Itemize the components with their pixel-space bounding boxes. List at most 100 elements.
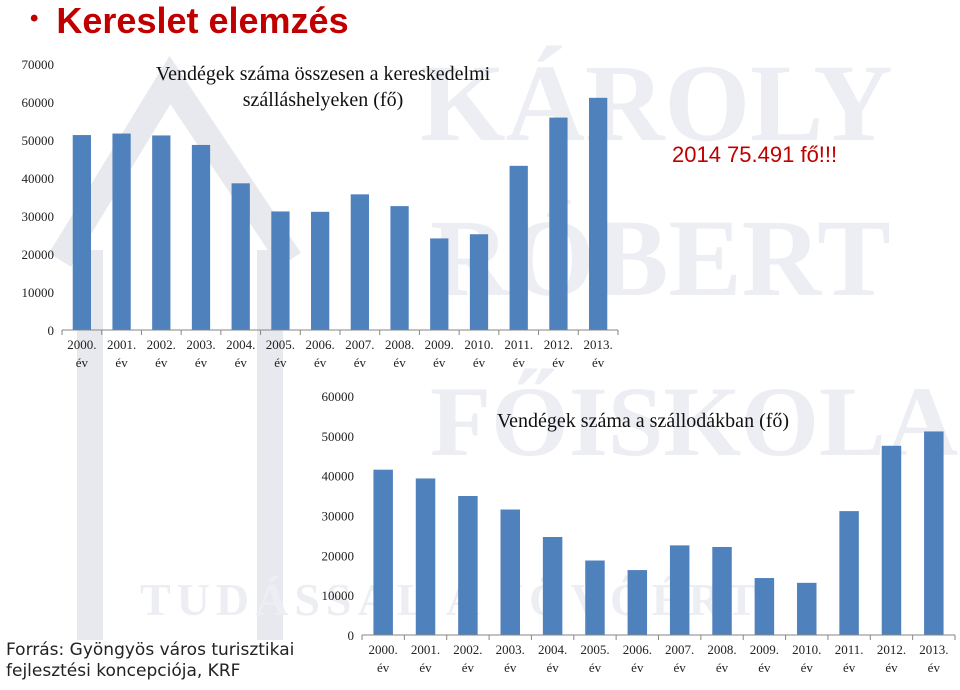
bar-2007 [350, 194, 369, 330]
x-tick-label-unit: év [76, 355, 89, 370]
x-tick-label: 2003. [496, 642, 525, 657]
x-tick-label: 2005. [580, 642, 609, 657]
bar-2010 [469, 234, 489, 330]
x-tick-label-unit: év [377, 660, 390, 675]
bar-2013 [924, 431, 944, 635]
y-tick-label: 50000 [22, 133, 55, 148]
x-tick-label: 2007. [345, 337, 374, 352]
bar-2011 [839, 511, 859, 635]
bar-2003 [191, 144, 211, 330]
x-tick-label: 2013. [919, 642, 948, 657]
bar-2008 [712, 546, 732, 635]
bar-2000 [72, 135, 91, 330]
chart-title: Vendégek száma összesen a kereskedelmi [156, 63, 491, 85]
x-tick-label-unit: év [716, 660, 729, 675]
x-tick-label-unit: év [674, 660, 687, 675]
bar-2013 [589, 97, 608, 330]
y-tick-label: 10000 [322, 588, 355, 603]
x-tick-label-unit: év [589, 660, 602, 675]
x-tick-label-unit: év [592, 355, 605, 370]
x-tick-label: 2000. [369, 642, 398, 657]
bar-2001 [112, 133, 131, 330]
x-tick-label: 2002. [147, 337, 176, 352]
bar-2005 [585, 560, 605, 635]
x-tick-label-unit: év [314, 355, 327, 370]
source-note: Forrás: Gyöngyös város turisztikai fejle… [6, 640, 295, 681]
highlight-2014: 2014 75.491 fő!!! [672, 142, 838, 167]
chart-title: szálláshelyeken (fő) [243, 89, 403, 111]
x-tick-label-unit: év [504, 660, 517, 675]
y-tick-label: 20000 [322, 548, 355, 563]
slide-title-text: Kereslet elemzés [56, 0, 349, 41]
y-tick-label: 40000 [22, 171, 55, 186]
bar-2002 [458, 495, 478, 635]
x-tick-label-unit: év [274, 355, 287, 370]
x-tick-label-unit: év [513, 355, 526, 370]
x-tick-label-unit: év [631, 660, 644, 675]
bar-2011 [509, 165, 528, 330]
x-tick-label-unit: év [928, 660, 941, 675]
x-tick-label-unit: év [462, 660, 475, 675]
x-tick-label-unit: év [546, 660, 559, 675]
bar-2002 [152, 135, 171, 330]
x-tick-label-unit: év [155, 355, 168, 370]
x-tick-label-unit: év [473, 355, 486, 370]
chart-title: Vendégek száma a szállodákban (fő) [497, 410, 789, 432]
x-tick-label-unit: év [115, 355, 128, 370]
x-tick-label-unit: év [419, 660, 432, 675]
x-tick-label-unit: év [195, 355, 208, 370]
x-tick-label-unit: év [393, 355, 406, 370]
x-tick-label: 2011. [835, 642, 864, 657]
y-tick-label: 60000 [322, 389, 355, 404]
x-tick-label-unit: év [758, 660, 771, 675]
bar-2010 [797, 582, 817, 635]
x-tick-label: 2004. [226, 337, 255, 352]
svg-text:TUDÁSSAL A JÖVŐÉRT: TUDÁSSAL A JÖVŐÉRT [140, 574, 763, 625]
bar-2009 [430, 238, 449, 330]
bar-2012 [881, 445, 902, 635]
bar-2004 [231, 183, 250, 330]
x-tick-label: 2003. [186, 337, 215, 352]
bar-2004 [542, 537, 563, 635]
bar-2005 [271, 211, 290, 330]
x-tick-label: 2011. [504, 337, 533, 352]
y-tick-label: 0 [48, 323, 55, 338]
y-tick-label: 0 [348, 628, 355, 643]
x-tick-label: 2010. [792, 642, 821, 657]
x-tick-label: 2004. [538, 642, 567, 657]
svg-text:KÁROLY: KÁROLY [420, 42, 893, 164]
bar-2006 [627, 570, 648, 635]
x-tick-label-unit: év [885, 660, 898, 675]
x-tick-label: 2012. [544, 337, 573, 352]
y-tick-label: 70000 [22, 57, 55, 72]
x-tick-label: 2006. [306, 337, 335, 352]
bar-2008 [390, 206, 409, 330]
bar-2003 [500, 509, 520, 635]
x-tick-label: 2010. [464, 337, 493, 352]
x-tick-label-unit: év [433, 355, 446, 370]
svg-text:FŐISKOLA: FŐISKOLA [430, 366, 958, 477]
bar-2001 [415, 478, 436, 635]
bar-2007 [669, 545, 690, 635]
x-tick-label: 2009. [425, 337, 454, 352]
bullet-icon: • [30, 5, 39, 32]
bar-2000 [373, 469, 393, 635]
x-tick-label: 2001. [107, 337, 136, 352]
x-tick-label: 2013. [584, 337, 613, 352]
x-tick-label: 2007. [665, 642, 694, 657]
x-tick-label-unit: év [235, 355, 248, 370]
y-tick-label: 10000 [22, 285, 55, 300]
x-tick-label: 2006. [623, 642, 652, 657]
svg-text:RÓBERT: RÓBERT [430, 197, 891, 319]
x-tick-label-unit: év [801, 660, 814, 675]
slide-title: • Kereslet elemzés [30, 0, 349, 42]
chart-total-guests: 0 10000 20000 30000 40000 50000 60000 70000 2000… [22, 57, 619, 370]
y-tick-label: 50000 [322, 429, 355, 444]
x-tick-label: 2005. [266, 337, 295, 352]
y-tick-label: 60000 [22, 95, 55, 110]
x-tick-label-unit: év [354, 355, 367, 370]
x-tick-label: 2008. [385, 337, 414, 352]
bar-2009 [754, 578, 775, 635]
x-tick-label-unit: év [843, 660, 856, 675]
